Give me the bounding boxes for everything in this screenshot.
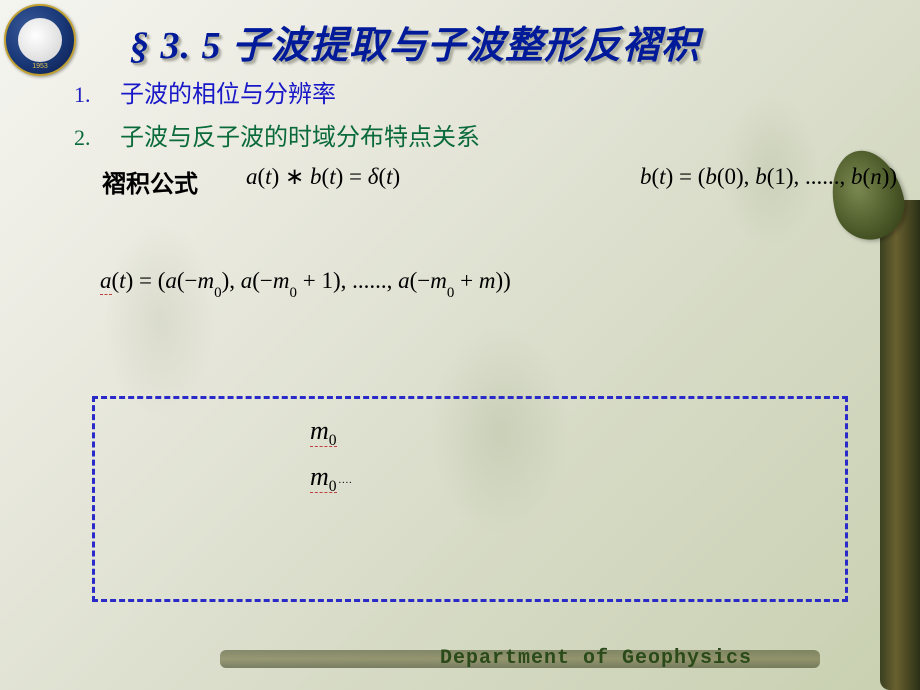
footer-department: Department of Geophysics xyxy=(440,647,752,670)
equation-a-sequence: a(t) = (a(−m0), a(−m0 + 1), ......, a(−m… xyxy=(100,268,511,299)
slide-title: § 3. 5 子波提取与子波整形反褶积 xyxy=(130,14,700,69)
list-item-1-text: 子波的相位与分辨率 xyxy=(120,74,336,109)
box-symbol-m0-1: m0 xyxy=(310,416,337,450)
list-item-2-number: 2. xyxy=(74,125,120,151)
box-symbol-m0-2: m0.... xyxy=(310,462,353,496)
list-item-2-text: 子波与反子波的时域分布特点关系 xyxy=(120,117,480,152)
topic-list: 1. 子波的相位与分辨率 2. 子波与反子波的时域分布特点关系 xyxy=(74,74,480,160)
list-item-1: 1. 子波的相位与分辨率 xyxy=(74,74,480,109)
logo-year: 1953 xyxy=(6,63,74,70)
equation-convolution: a(t) ∗ b(t) = δ(t) xyxy=(246,164,400,190)
dashed-box xyxy=(92,396,848,602)
stem-decor xyxy=(880,200,920,690)
logo-inner-circle xyxy=(18,18,62,62)
list-item-2: 2. 子波与反子波的时域分布特点关系 xyxy=(74,117,480,152)
university-logo: 1953 xyxy=(4,4,76,76)
list-item-1-number: 1. xyxy=(74,82,120,108)
formula-label: 褶积公式 xyxy=(102,164,198,199)
equation-b-sequence: b(t) = (b(0), b(1), ......, b(n)) xyxy=(640,164,897,190)
